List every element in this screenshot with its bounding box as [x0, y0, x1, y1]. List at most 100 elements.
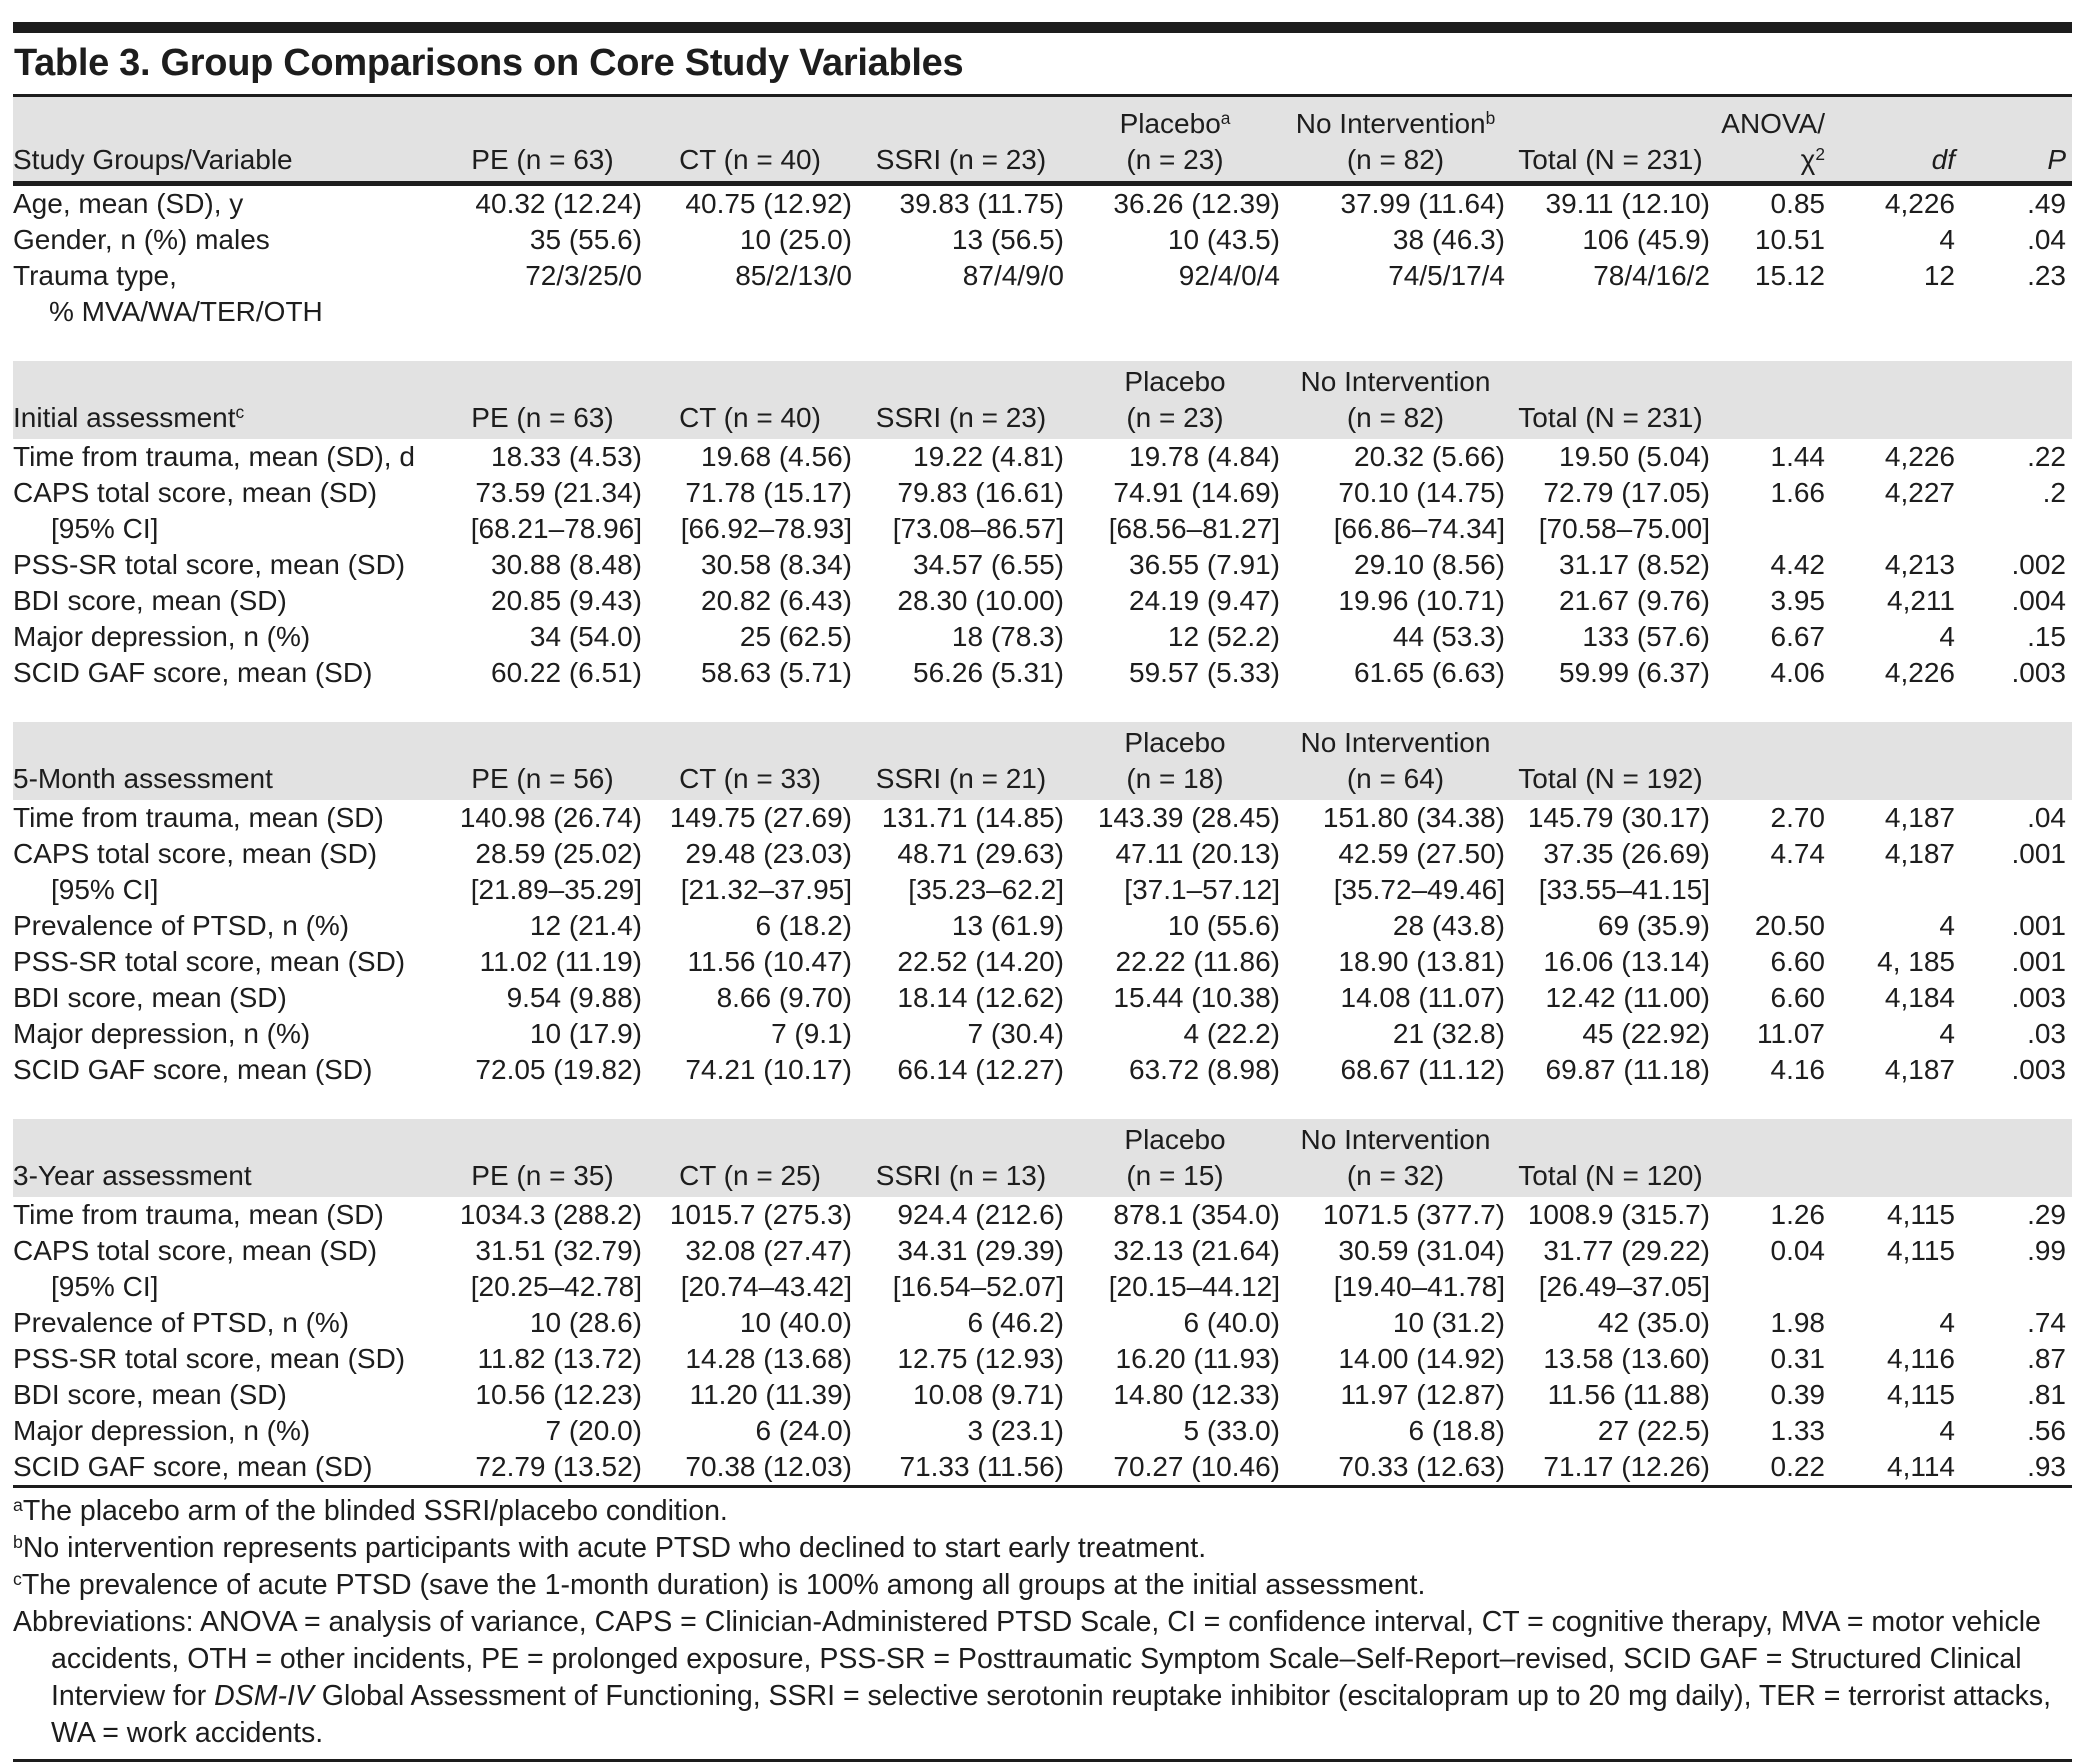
header-cell: CT (n = 33)	[648, 722, 858, 800]
value-cell: 79.83 (16.61)	[897, 477, 1064, 508]
value-cell: 61.65 (6.63)	[1354, 657, 1505, 688]
value-cell: 32.13 (21.64)	[1113, 1235, 1280, 1266]
value-cell	[1716, 872, 1831, 908]
section-gap	[13, 330, 2072, 361]
table-row: BDI score, mean (SD) 9.54 (9.88) 8.66 (9.7…	[13, 980, 2072, 1016]
value-cell: 69.87 (11.18)	[1545, 1054, 1711, 1085]
value-cell: [20.15–44.12]	[1108, 1271, 1280, 1302]
value-cell: 34.57 (6.55)	[913, 549, 1064, 580]
value-cell: .74	[2027, 1307, 2066, 1338]
value-cell: 66.14 (12.27)	[897, 1054, 1064, 1085]
value-cell: 16.06 (13.14)	[1543, 946, 1710, 977]
value-cell: [20.74–43.42]	[680, 1271, 852, 1302]
row-label-cell: Prevalence of PTSD, n (%)	[13, 910, 350, 941]
value-cell: 87/4/9/0	[962, 260, 1064, 291]
table-row: CAPS total score, mean (SD) 31.51 (32.79)…	[13, 1233, 2072, 1269]
value-cell: 30.88 (8.48)	[491, 549, 642, 580]
header-cell: SSRI (n = 21)	[858, 722, 1070, 800]
value-cell: 47.11 (20.13)	[1115, 838, 1281, 869]
value-cell: 10.56 (12.23)	[475, 1379, 642, 1410]
value-cell: 6.67	[1770, 621, 1826, 652]
value-cell: 12	[1923, 260, 1955, 291]
row-label-cell: Prevalence of PTSD, n (%)	[13, 1307, 350, 1338]
row-label-cell: Major depression, n (%)	[13, 621, 311, 652]
value-cell: 6 (40.0)	[1183, 1307, 1281, 1338]
value-cell: 4	[1939, 1018, 1955, 1049]
value-cell: [37.1–57.12]	[1124, 874, 1280, 905]
value-cell: 1034.3 (288.2)	[459, 1199, 642, 1230]
value-cell: 6 (24.0)	[755, 1415, 853, 1446]
table-body: Study Groups/Variable PE (n = 63) CT (n …	[13, 95, 2072, 1487]
value-cell: 140.98 (26.74)	[459, 802, 642, 833]
header-cell: No Intervention (n = 64)	[1286, 722, 1511, 800]
table-row: [95% CI] [68.21–78.96] [66.92–78.93] [73.08…	[13, 511, 2072, 547]
value-cell: 19.78 (4.84)	[1129, 441, 1280, 472]
value-cell: 19.68 (4.56)	[701, 441, 852, 472]
header-cell: Placebo (n = 23)	[1070, 361, 1286, 439]
value-cell: 12 (21.4)	[529, 910, 642, 941]
value-cell: 74/5/17/4	[1388, 260, 1505, 291]
value-cell: .23	[2027, 260, 2066, 291]
table-row: Age, mean (SD), y 40.32 (12.24) 40.75 (12.…	[13, 184, 2072, 223]
value-cell: 143.39 (28.45)	[1097, 802, 1280, 833]
value-cell: 34.31 (29.39)	[897, 1235, 1064, 1266]
value-cell: 20.82 (6.43)	[701, 585, 852, 616]
value-cell: 10 (55.6)	[1167, 910, 1280, 941]
value-cell: 4, 185	[1877, 946, 1955, 977]
row-label-cell: PSS-SR total score, mean (SD)	[13, 946, 406, 977]
table-row: Trauma type,% MVA/WA/TER/OTH 72/3/25/0 85/…	[13, 258, 2072, 330]
value-cell: 5 (33.0)	[1183, 1415, 1281, 1446]
value-cell: 0.31	[1770, 1343, 1826, 1374]
value-cell: 58.63 (5.71)	[701, 657, 852, 688]
header-cell: No Interventionb (n = 82)	[1286, 95, 1511, 186]
row-label-cell: PSS-SR total score, mean (SD)	[13, 1343, 406, 1374]
value-cell: 4,184	[1884, 982, 1955, 1013]
table-row: [95% CI] [21.89–35.29] [21.32–37.95] [35.23…	[13, 872, 2072, 908]
value-cell: 1.44	[1770, 441, 1826, 472]
value-cell: 1015.7 (275.3)	[669, 1199, 852, 1230]
table-row: PSS-SR total score, mean (SD) 30.88 (8.48…	[13, 547, 2072, 583]
value-cell: 1008.9 (315.7)	[1527, 1199, 1710, 1230]
value-cell: 85/2/13/0	[735, 260, 852, 291]
value-cell: 1.66	[1770, 477, 1826, 508]
value-cell: 22.22 (11.86)	[1115, 946, 1281, 977]
value-cell: 4,116	[1887, 1343, 1955, 1374]
value-cell: 74.21 (10.17)	[685, 1054, 852, 1085]
table-row: CAPS total score, mean (SD) 28.59 (25.02)…	[13, 836, 2072, 872]
value-cell: 878.1 (354.0)	[1113, 1199, 1280, 1230]
header-cell: CT (n = 25)	[648, 1119, 858, 1197]
value-cell: 19.96 (10.71)	[1338, 585, 1505, 616]
value-cell: .003	[2011, 982, 2067, 1013]
abbreviations-italic-term: DSM-IV	[214, 1680, 314, 1712]
value-cell: 36.26 (12.39)	[1113, 188, 1280, 219]
value-cell: 4,226	[1884, 657, 1955, 688]
value-cell: 1.98	[1770, 1307, 1826, 1338]
value-cell: 56.26 (5.31)	[913, 657, 1064, 688]
header-cell: Placebo (n = 18)	[1070, 722, 1286, 800]
value-cell	[1961, 872, 2072, 908]
value-cell: 31.17 (8.52)	[1559, 549, 1710, 580]
value-cell: 42 (35.0)	[1597, 1307, 1710, 1338]
value-cell: 14.80 (12.33)	[1113, 1379, 1280, 1410]
value-cell: 4,213	[1884, 549, 1955, 580]
value-cell: 7 (30.4)	[967, 1018, 1065, 1049]
value-cell: .001	[2011, 946, 2067, 977]
value-cell: 0.04	[1770, 1235, 1826, 1266]
column-header-row: Study Groups/Variable PE (n = 63) CT (n …	[13, 95, 2072, 186]
value-cell: 73.59 (21.34)	[475, 477, 642, 508]
value-cell: 48.71 (29.63)	[897, 838, 1064, 869]
value-cell: 71.17 (12.26)	[1543, 1451, 1710, 1482]
value-cell: 78/4/16/2	[1593, 260, 1710, 291]
value-cell: .87	[2027, 1343, 2066, 1374]
value-cell: 39.83 (11.75)	[899, 188, 1065, 219]
value-cell: 72.79 (17.05)	[1543, 477, 1710, 508]
value-cell: 72/3/25/0	[525, 260, 642, 291]
value-cell: 11.56 (11.88)	[1547, 1379, 1710, 1410]
value-cell: 14.08 (11.07)	[1340, 982, 1506, 1013]
value-cell: 0.39	[1770, 1379, 1826, 1410]
table-title: Table 3. Group Comparisons on Core Study…	[14, 42, 964, 84]
value-cell: 6 (18.8)	[1408, 1415, 1506, 1446]
value-cell: 13 (56.5)	[951, 224, 1064, 255]
value-cell: 15.44 (10.38)	[1113, 982, 1280, 1013]
value-cell: 106 (45.9)	[1582, 224, 1710, 255]
